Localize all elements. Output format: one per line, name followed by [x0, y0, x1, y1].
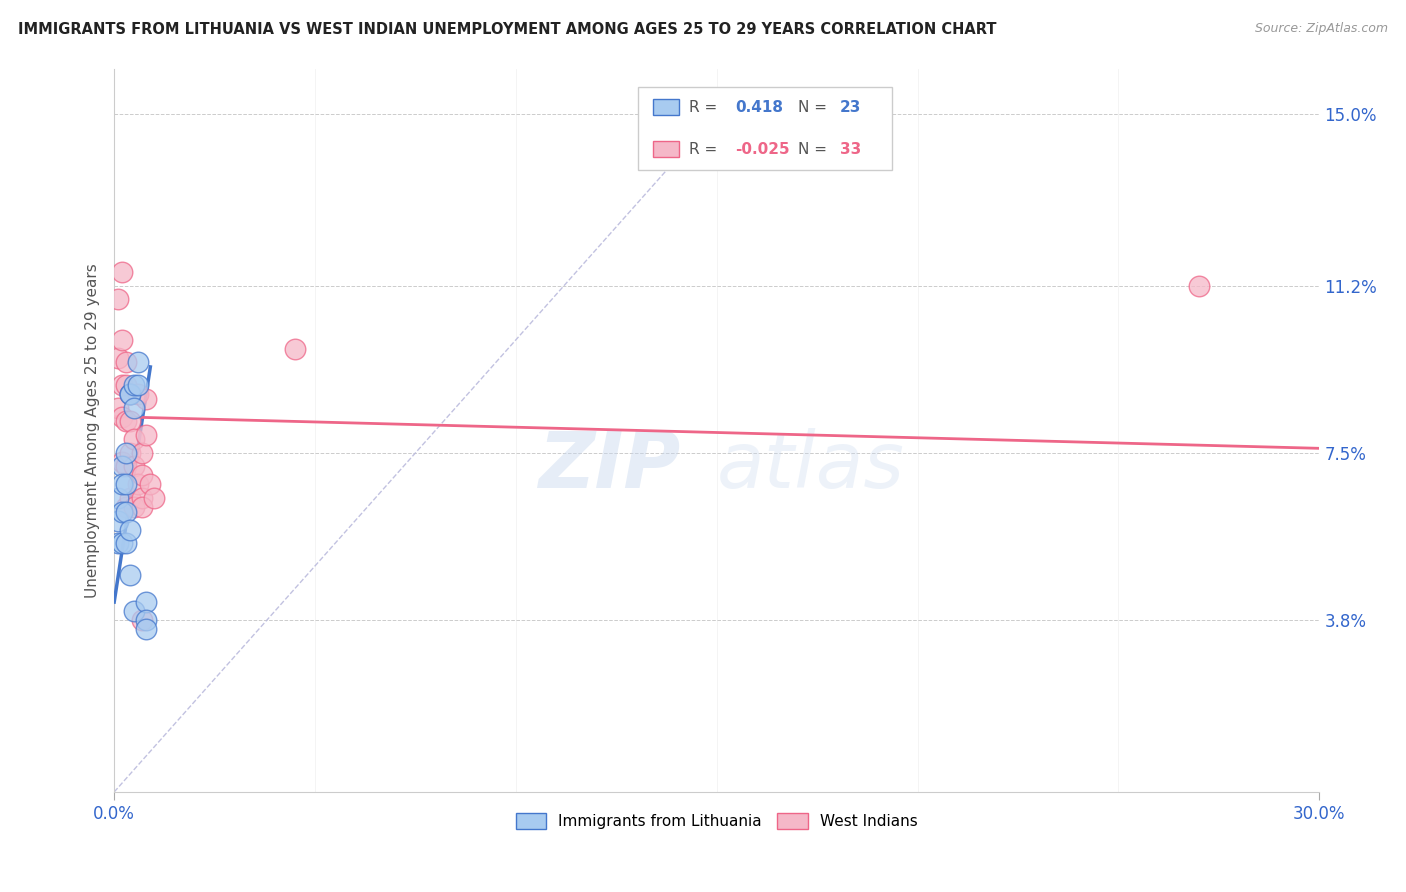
Point	[107, 292, 129, 306]
Y-axis label: Unemployment Among Ages 25 to 29 years: Unemployment Among Ages 25 to 29 years	[86, 263, 100, 598]
Point	[127, 355, 149, 369]
Text: R =: R =	[689, 142, 723, 156]
Text: ZIP: ZIP	[538, 428, 681, 504]
Text: atlas: atlas	[717, 428, 904, 504]
Point	[143, 491, 166, 505]
Point	[111, 477, 134, 491]
Legend: Immigrants from Lithuania, West Indians: Immigrants from Lithuania, West Indians	[509, 806, 924, 835]
Point	[120, 491, 142, 505]
FancyBboxPatch shape	[638, 87, 891, 169]
Point	[107, 514, 129, 528]
Point	[127, 378, 149, 392]
Point	[111, 333, 134, 347]
Point	[107, 536, 129, 550]
Point	[135, 427, 157, 442]
Point	[120, 446, 142, 460]
Point	[115, 446, 138, 460]
Point	[120, 414, 142, 428]
Point	[115, 536, 138, 550]
Point	[120, 387, 142, 401]
Point	[107, 491, 129, 505]
Point	[107, 401, 129, 415]
Point	[124, 401, 146, 415]
Point	[115, 414, 138, 428]
Point	[124, 378, 146, 392]
Point	[139, 477, 162, 491]
Point	[135, 392, 157, 406]
Point	[131, 468, 153, 483]
Point	[120, 523, 142, 537]
Text: 33: 33	[839, 142, 860, 156]
Point	[124, 459, 146, 474]
Point	[111, 409, 134, 424]
Text: IMMIGRANTS FROM LITHUANIA VS WEST INDIAN UNEMPLOYMENT AMONG AGES 25 TO 29 YEARS : IMMIGRANTS FROM LITHUANIA VS WEST INDIAN…	[18, 22, 997, 37]
Point	[120, 568, 142, 582]
Text: N =: N =	[797, 142, 831, 156]
Point	[111, 536, 134, 550]
Point	[115, 500, 138, 515]
Point	[124, 604, 146, 618]
Point	[131, 500, 153, 515]
Point	[111, 505, 134, 519]
Point	[111, 459, 134, 474]
Text: -0.025: -0.025	[735, 142, 789, 156]
Point	[124, 432, 146, 446]
Text: 0.418: 0.418	[735, 100, 783, 115]
Point	[284, 342, 307, 356]
Point	[1188, 278, 1211, 293]
Point	[131, 613, 153, 627]
Point	[111, 265, 134, 279]
Point	[115, 505, 138, 519]
Point	[115, 459, 138, 474]
Point	[124, 500, 146, 515]
Text: Source: ZipAtlas.com: Source: ZipAtlas.com	[1254, 22, 1388, 36]
Point	[127, 477, 149, 491]
Text: R =: R =	[689, 100, 723, 115]
Point	[115, 378, 138, 392]
Point	[115, 477, 138, 491]
Point	[135, 613, 157, 627]
Point	[131, 446, 153, 460]
Point	[111, 378, 134, 392]
Point	[135, 622, 157, 636]
Bar	[652, 99, 679, 115]
Point	[135, 595, 157, 609]
Point	[131, 491, 153, 505]
Point	[111, 455, 134, 469]
Point	[127, 387, 149, 401]
Point	[115, 355, 138, 369]
Point	[120, 387, 142, 401]
Point	[107, 351, 129, 365]
Point	[120, 387, 142, 401]
Bar	[652, 141, 679, 157]
Text: 23: 23	[839, 100, 860, 115]
Text: N =: N =	[797, 100, 831, 115]
